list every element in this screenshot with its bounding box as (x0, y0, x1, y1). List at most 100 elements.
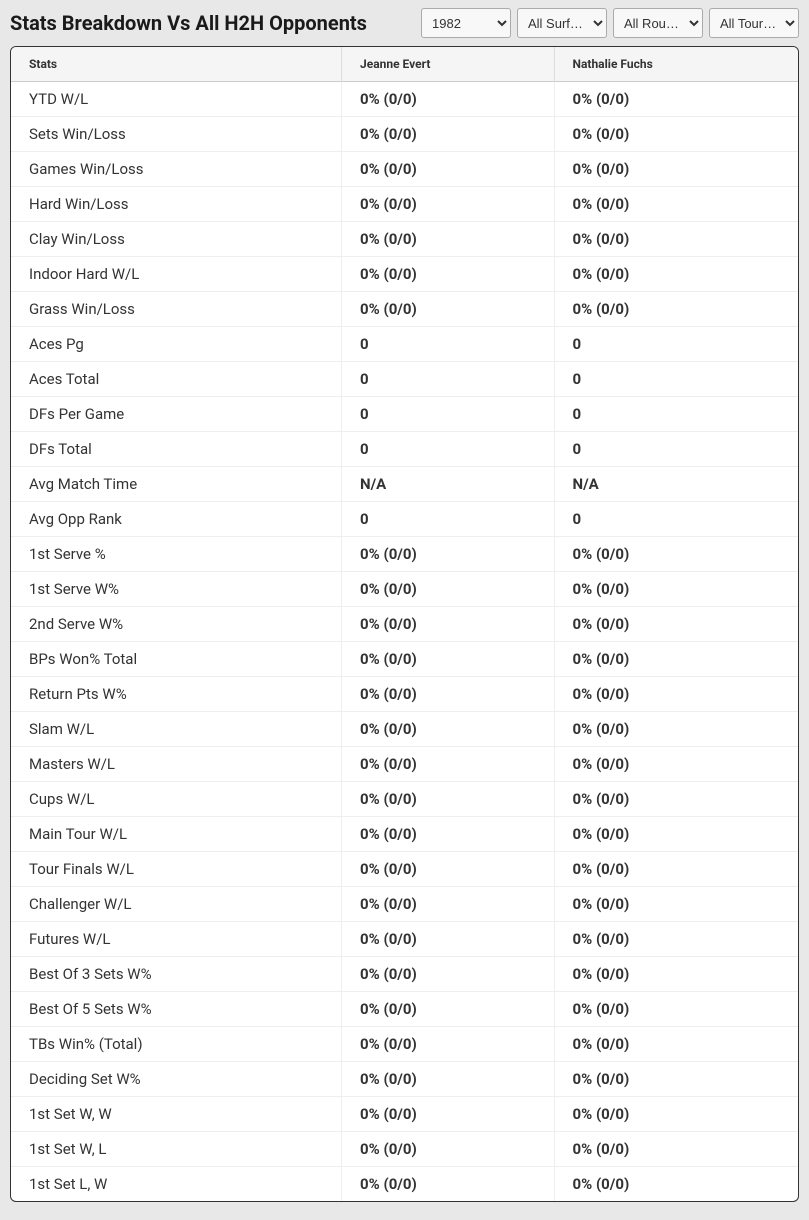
table-row: Futures W/L0% (0/0)0% (0/0) (11, 922, 798, 957)
player2-value-cell: 0 (554, 362, 798, 397)
table-row: Slam W/L0% (0/0)0% (0/0) (11, 712, 798, 747)
table-row: YTD W/L0% (0/0)0% (0/0) (11, 82, 798, 117)
player2-value-cell: 0% (0/0) (554, 572, 798, 607)
player2-value-cell: 0% (0/0) (554, 152, 798, 187)
stat-name-cell: Avg Match Time (11, 467, 342, 502)
player1-value-cell: 0% (0/0) (342, 922, 554, 957)
stat-name-cell: Return Pts W% (11, 677, 342, 712)
player2-value-cell: 0% (0/0) (554, 712, 798, 747)
player2-value-cell: 0% (0/0) (554, 957, 798, 992)
table-row: Cups W/L0% (0/0)0% (0/0) (11, 782, 798, 817)
table-row: Clay Win/Loss0% (0/0)0% (0/0) (11, 222, 798, 257)
surface-select[interactable]: All Surf… (517, 8, 607, 38)
round-select[interactable]: All Rou… (613, 8, 703, 38)
player1-value-cell: 0% (0/0) (342, 677, 554, 712)
table-row: Challenger W/L0% (0/0)0% (0/0) (11, 887, 798, 922)
stat-name-cell: Challenger W/L (11, 887, 342, 922)
table-row: Avg Opp Rank00 (11, 502, 798, 537)
player2-value-cell: 0% (0/0) (554, 222, 798, 257)
stat-name-cell: Main Tour W/L (11, 817, 342, 852)
player1-value-cell: 0% (0/0) (342, 117, 554, 152)
player1-value-cell: 0 (342, 397, 554, 432)
table-row: Masters W/L0% (0/0)0% (0/0) (11, 747, 798, 782)
stat-name-cell: 1st Serve % (11, 537, 342, 572)
year-select[interactable]: 1982 (421, 8, 511, 38)
player2-value-cell: 0% (0/0) (554, 782, 798, 817)
stat-name-cell: YTD W/L (11, 82, 342, 117)
tour-select[interactable]: All Tour… (709, 8, 799, 38)
table-row: Indoor Hard W/L0% (0/0)0% (0/0) (11, 257, 798, 292)
stat-name-cell: Indoor Hard W/L (11, 257, 342, 292)
filter-bar: 1982 All Surf… All Rou… All Tour… (421, 8, 799, 38)
table-row: BPs Won% Total0% (0/0)0% (0/0) (11, 642, 798, 677)
player2-value-cell: 0% (0/0) (554, 642, 798, 677)
player2-value-cell: 0% (0/0) (554, 82, 798, 117)
player2-value-cell: 0 (554, 502, 798, 537)
player1-value-cell: 0% (0/0) (342, 1167, 554, 1202)
column-header-player2: Nathalie Fuchs (554, 47, 798, 82)
stat-name-cell: TBs Win% (Total) (11, 1027, 342, 1062)
player1-value-cell: 0% (0/0) (342, 1097, 554, 1132)
stat-name-cell: Games Win/Loss (11, 152, 342, 187)
stat-name-cell: 1st Serve W% (11, 572, 342, 607)
player2-value-cell: 0% (0/0) (554, 1167, 798, 1202)
table-row: 1st Serve %0% (0/0)0% (0/0) (11, 537, 798, 572)
table-row: Deciding Set W%0% (0/0)0% (0/0) (11, 1062, 798, 1097)
table-row: DFs Per Game00 (11, 397, 798, 432)
player1-value-cell: 0% (0/0) (342, 852, 554, 887)
stats-table-container: Stats Jeanne Evert Nathalie Fuchs YTD W/… (10, 46, 799, 1202)
stat-name-cell: Grass Win/Loss (11, 292, 342, 327)
stat-name-cell: BPs Won% Total (11, 642, 342, 677)
player2-value-cell: 0% (0/0) (554, 1027, 798, 1062)
player2-value-cell: 0% (0/0) (554, 537, 798, 572)
player1-value-cell: 0% (0/0) (342, 712, 554, 747)
player2-value-cell: 0% (0/0) (554, 817, 798, 852)
stats-tbody: YTD W/L0% (0/0)0% (0/0)Sets Win/Loss0% (… (11, 82, 798, 1202)
player2-value-cell: 0% (0/0) (554, 257, 798, 292)
table-row: 2nd Serve W%0% (0/0)0% (0/0) (11, 607, 798, 642)
player2-value-cell: 0% (0/0) (554, 852, 798, 887)
table-row: Sets Win/Loss0% (0/0)0% (0/0) (11, 117, 798, 152)
stat-name-cell: Futures W/L (11, 922, 342, 957)
player1-value-cell: 0% (0/0) (342, 817, 554, 852)
table-row: Games Win/Loss0% (0/0)0% (0/0) (11, 152, 798, 187)
stat-name-cell: 1st Set W, W (11, 1097, 342, 1132)
table-header-row: Stats Jeanne Evert Nathalie Fuchs (11, 47, 798, 82)
player1-value-cell: 0 (342, 327, 554, 362)
player1-value-cell: 0% (0/0) (342, 607, 554, 642)
player2-value-cell: 0% (0/0) (554, 992, 798, 1027)
player2-value-cell: 0% (0/0) (554, 887, 798, 922)
table-row: Aces Total00 (11, 362, 798, 397)
stat-name-cell: Masters W/L (11, 747, 342, 782)
table-row: 1st Set L, W0% (0/0)0% (0/0) (11, 1167, 798, 1202)
stat-name-cell: Slam W/L (11, 712, 342, 747)
stat-name-cell: 2nd Serve W% (11, 607, 342, 642)
stat-name-cell: Cups W/L (11, 782, 342, 817)
player2-value-cell: 0 (554, 397, 798, 432)
table-row: Tour Finals W/L0% (0/0)0% (0/0) (11, 852, 798, 887)
player1-value-cell: 0% (0/0) (342, 1132, 554, 1167)
table-row: Aces Pg00 (11, 327, 798, 362)
table-row: 1st Serve W%0% (0/0)0% (0/0) (11, 572, 798, 607)
stat-name-cell: Aces Pg (11, 327, 342, 362)
stat-name-cell: Best Of 3 Sets W% (11, 957, 342, 992)
player1-value-cell: 0% (0/0) (342, 222, 554, 257)
table-row: Main Tour W/L0% (0/0)0% (0/0) (11, 817, 798, 852)
stat-name-cell: DFs Per Game (11, 397, 342, 432)
table-row: 1st Set W, W0% (0/0)0% (0/0) (11, 1097, 798, 1132)
table-row: Return Pts W%0% (0/0)0% (0/0) (11, 677, 798, 712)
player1-value-cell: 0% (0/0) (342, 887, 554, 922)
player1-value-cell: 0% (0/0) (342, 747, 554, 782)
table-row: Hard Win/Loss0% (0/0)0% (0/0) (11, 187, 798, 222)
player1-value-cell: 0% (0/0) (342, 1027, 554, 1062)
stat-name-cell: DFs Total (11, 432, 342, 467)
stat-name-cell: Tour Finals W/L (11, 852, 342, 887)
player1-value-cell: 0% (0/0) (342, 782, 554, 817)
player1-value-cell: 0% (0/0) (342, 82, 554, 117)
stat-name-cell: Hard Win/Loss (11, 187, 342, 222)
stat-name-cell: 1st Set W, L (11, 1132, 342, 1167)
player2-value-cell: 0% (0/0) (554, 1062, 798, 1097)
player1-value-cell: 0% (0/0) (342, 992, 554, 1027)
player1-value-cell: 0% (0/0) (342, 537, 554, 572)
player2-value-cell: N/A (554, 467, 798, 502)
